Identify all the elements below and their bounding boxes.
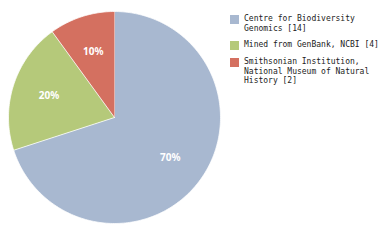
svg-text:10%: 10% — [83, 44, 103, 58]
html-text:Centre for Biodiversity Genomi: Centre for Biodiversity Genomics [14] — [244, 14, 355, 33]
svg-text:70%: 70% — [160, 150, 180, 164]
svg-text:20%: 20% — [39, 88, 59, 102]
html-text:Mined from GenBank, NCBI [4]: Mined from GenBank, NCBI [4] — [244, 40, 379, 50]
html-text:Smithsonian Institution, Natio: Smithsonian Institution, National Museum… — [244, 57, 370, 86]
